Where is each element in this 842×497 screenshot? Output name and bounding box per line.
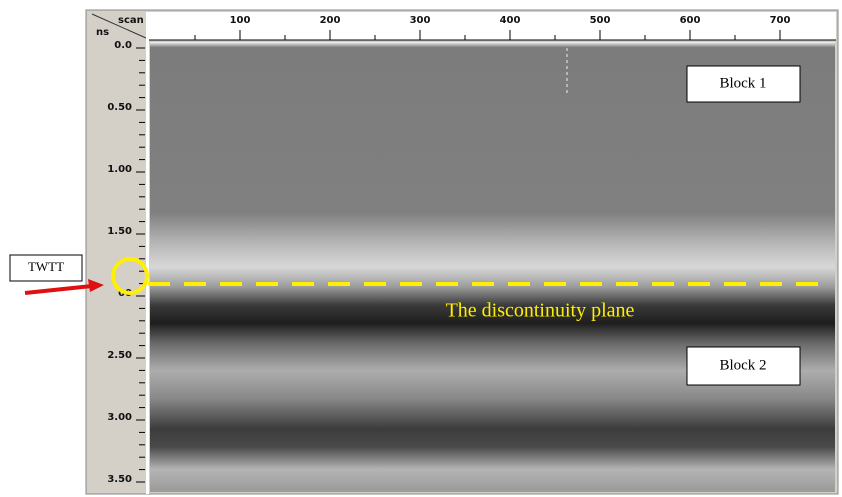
- x-ruler: [148, 12, 836, 40]
- y-tick-label: 0.50: [107, 102, 132, 113]
- y-tick-label: 1.50: [107, 226, 132, 237]
- y-tick-label: 3.00: [107, 412, 132, 423]
- x-tick-label: 300: [410, 15, 431, 26]
- plane-label: The discontinuity plane: [446, 300, 635, 322]
- x-axis-label: scan: [118, 15, 144, 26]
- divider: [146, 12, 149, 494]
- y-axis-label: ns: [96, 27, 109, 38]
- x-tick-label: 700: [770, 15, 791, 26]
- x-tick-label: 500: [590, 15, 611, 26]
- block-2-label: Block 2: [719, 357, 766, 373]
- x-tick-label: 200: [320, 15, 341, 26]
- x-tick-label: 100: [230, 15, 251, 26]
- twtt-label: TWTT: [28, 259, 64, 274]
- y-tick-label: 1.00: [107, 164, 132, 175]
- y-tick-label: 2.50: [107, 350, 132, 361]
- x-tick-label: 400: [500, 15, 521, 26]
- screenshot: scan ns The discontinuity plane Block 1 …: [0, 0, 842, 497]
- x-tick-label: 600: [680, 15, 701, 26]
- arrow-shaft: [25, 286, 92, 293]
- radargram: [150, 42, 835, 492]
- y-tick-label: 3.50: [107, 474, 132, 485]
- y-tick-label: 0.0: [114, 40, 132, 51]
- block-1-label: Block 1: [719, 75, 766, 91]
